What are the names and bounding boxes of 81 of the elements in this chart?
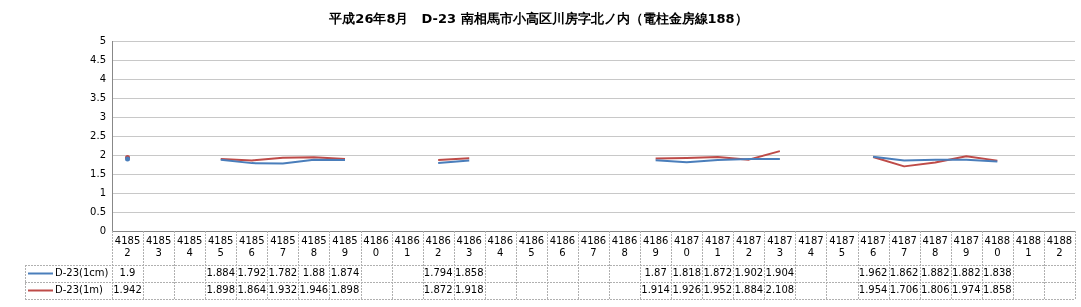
- x-tick-label: 41867: [580, 234, 607, 258]
- x-tick-label: 41872: [736, 234, 762, 258]
- data-label: 1.974: [951, 284, 981, 296]
- x-tick-label: 41861: [394, 234, 420, 258]
- x-tick-label: 41866: [549, 234, 576, 258]
- y-tick-label: 1.5: [90, 167, 106, 179]
- data-label: 1.858: [454, 267, 484, 279]
- data-label: 1.782: [268, 267, 298, 279]
- data-label: 1.904: [765, 267, 795, 279]
- x-tick-label: 41852: [114, 234, 141, 258]
- x-tick-label: 41880: [984, 234, 1011, 258]
- data-label: 1.882: [920, 267, 950, 279]
- data-label: 1.88: [302, 267, 326, 279]
- data-label: 1.962: [858, 267, 888, 279]
- y-tick-label: 1: [99, 186, 106, 198]
- data-label: 1.874: [330, 267, 360, 279]
- data-label: 1.952: [703, 284, 733, 296]
- x-tick-label: 41865: [518, 234, 545, 258]
- x-tick-label: 41876: [860, 234, 886, 258]
- data-label: 1.898: [206, 284, 236, 296]
- data-label: 1.882: [951, 267, 981, 279]
- data-label: 1.792: [237, 267, 267, 279]
- data-label: 1.858: [983, 284, 1012, 296]
- y-tick-label: 0.5: [90, 205, 106, 217]
- x-tick-label: 41877: [891, 234, 917, 258]
- data-label: 2.108: [765, 284, 795, 296]
- y-tick-label: 5: [99, 35, 106, 47]
- x-tick-label: 41864: [487, 234, 514, 258]
- x-tick-label: 41870: [673, 234, 700, 258]
- y-tick-label: 2.5: [90, 129, 106, 141]
- data-label: 1.872: [703, 267, 733, 279]
- data-label: 1.898: [330, 284, 360, 296]
- legend-label: D-23(1m): [55, 284, 104, 296]
- x-tick-label: 41868: [611, 234, 638, 258]
- x-tick-label: 41858: [301, 234, 327, 258]
- x-tick-label: 41869: [642, 234, 669, 258]
- y-tick-label: 0: [99, 224, 106, 236]
- x-tick-label: 41853: [145, 234, 172, 258]
- y-tick-label: 4: [99, 73, 106, 85]
- data-label: 1.884: [734, 284, 764, 296]
- data-label: 1.706: [889, 284, 919, 296]
- x-tick-label: 41882: [1046, 234, 1073, 258]
- data-label: 1.954: [858, 284, 888, 296]
- data-label: 1.9: [119, 267, 136, 279]
- x-tick-label: 41873: [767, 234, 793, 258]
- data-label: 1.902: [734, 267, 764, 279]
- x-tick-label: 41854: [176, 234, 203, 258]
- data-label: 1.884: [206, 267, 236, 279]
- chart-title: 平成26年8月 D-23 南相馬市小高区川房字北ノ内（電柱金房線188）: [328, 11, 748, 27]
- x-tick-label: 41860: [363, 234, 389, 258]
- x-tick-label: 41862: [425, 234, 451, 258]
- x-tick-label: 41857: [270, 234, 296, 258]
- data-label: 1.818: [672, 267, 702, 279]
- data-label: 1.794: [423, 267, 453, 279]
- y-tick-label: 4.5: [90, 54, 106, 66]
- y-tick-label: 3.5: [90, 92, 106, 104]
- data-label: 1.946: [299, 284, 329, 296]
- data-label: 1.914: [641, 284, 670, 296]
- data-label: 1.942: [113, 284, 142, 296]
- x-tick-label: 41859: [332, 234, 358, 258]
- data-label: 1.806: [920, 284, 950, 296]
- data-label: 1.862: [889, 267, 919, 279]
- x-tick-label: 41855: [208, 234, 234, 258]
- data-label: 1.926: [672, 284, 702, 296]
- data-label: 1.87: [644, 267, 667, 279]
- x-tick-label: 41879: [953, 234, 979, 258]
- legend-label: D-23(1cm): [55, 267, 109, 279]
- data-label: 1.932: [268, 284, 298, 296]
- data-label: 1.838: [983, 267, 1012, 279]
- x-tick-label: 41863: [456, 234, 482, 258]
- x-tick-label: 41871: [705, 234, 731, 258]
- data-label: 1.918: [454, 284, 484, 296]
- x-tick-label: 41881: [1015, 234, 1042, 258]
- y-tick-label: 2: [99, 148, 106, 160]
- data-label: 1.864: [237, 284, 267, 296]
- x-tick-label: 41856: [239, 234, 265, 258]
- y-tick-label: 3: [99, 110, 106, 122]
- data-label: 1.872: [423, 284, 453, 296]
- x-tick-label: 41878: [922, 234, 948, 258]
- x-tick-label: 41874: [798, 234, 824, 258]
- x-tick-label: 41875: [829, 234, 855, 258]
